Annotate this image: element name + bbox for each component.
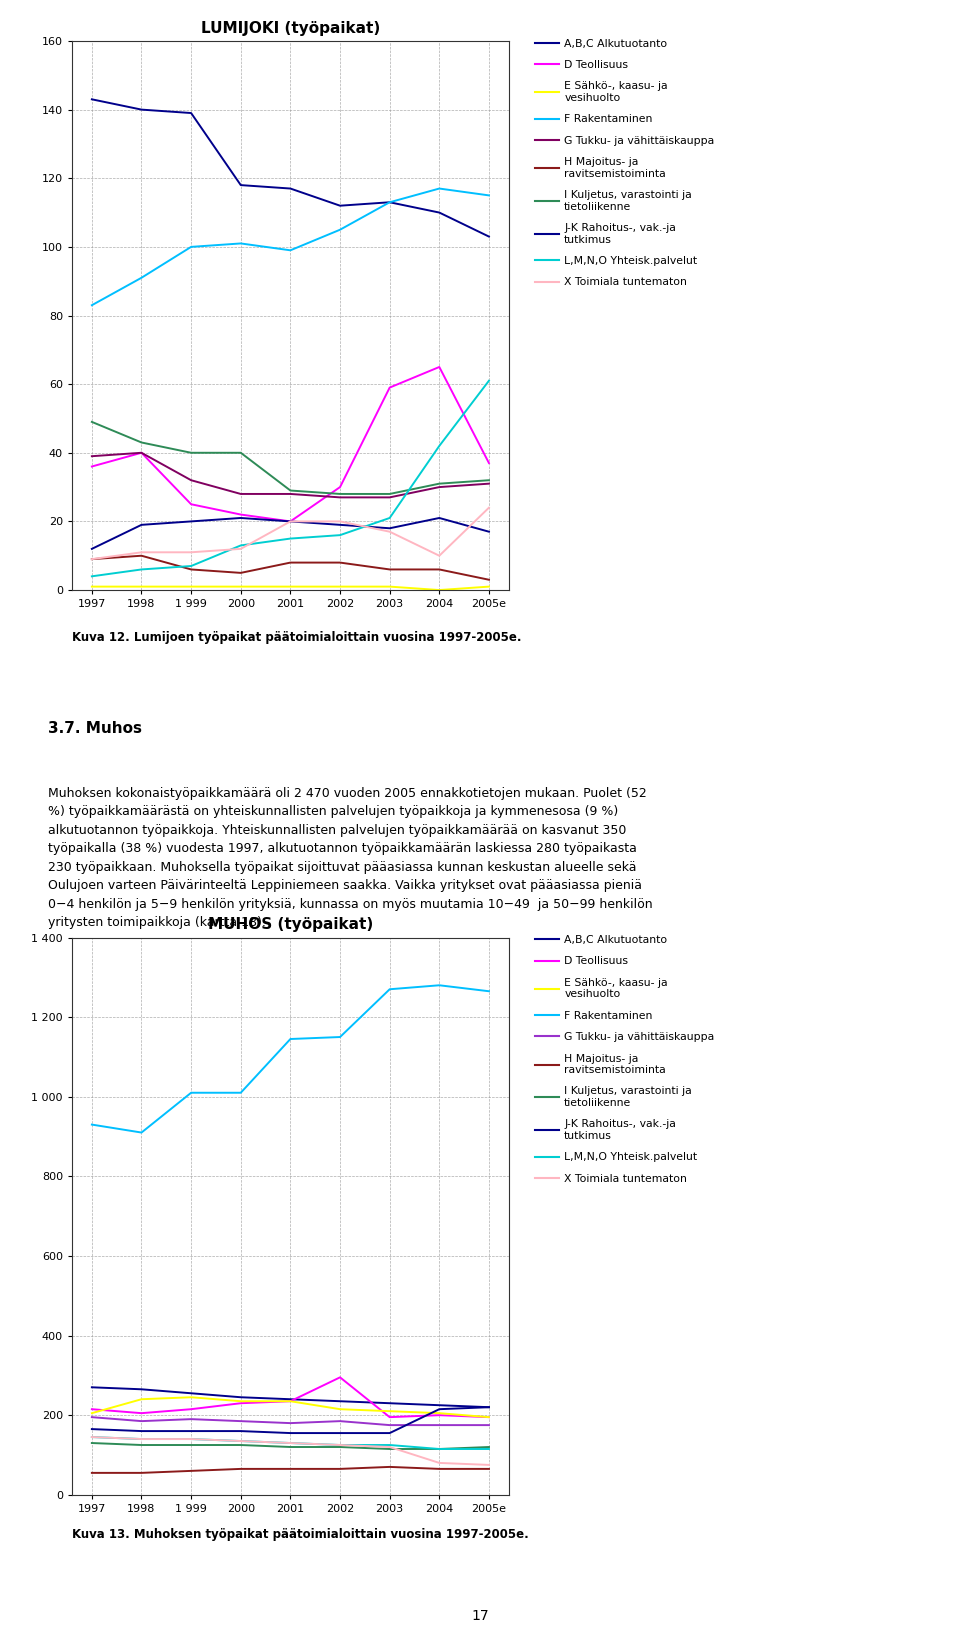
Text: 3.7. Muhos: 3.7. Muhos [48, 721, 142, 736]
Title: LUMIJOKI (työpaikat): LUMIJOKI (työpaikat) [201, 21, 380, 36]
Title: MUHOS (työpaikat): MUHOS (työpaikat) [207, 918, 373, 933]
Text: Kuva 13. Muhoksen työpaikat päätoimialoittain vuosina 1997-2005e.: Kuva 13. Muhoksen työpaikat päätoimialoi… [72, 1528, 529, 1541]
Text: Kuva 12. Lumijoen työpaikat päätoimialoittain vuosina 1997-2005e.: Kuva 12. Lumijoen työpaikat päätoimialoi… [72, 631, 521, 644]
Legend: A,B,C Alkutuotanto, D Teollisuus, E Sähkö-, kaasu- ja
vesihuolto, F Rakentaminen: A,B,C Alkutuotanto, D Teollisuus, E Sähk… [532, 933, 718, 1187]
Legend: A,B,C Alkutuotanto, D Teollisuus, E Sähkö-, kaasu- ja
vesihuolto, F Rakentaminen: A,B,C Alkutuotanto, D Teollisuus, E Sähk… [532, 36, 718, 290]
Text: 17: 17 [471, 1608, 489, 1623]
Text: Muhoksen kokonaistyöpaikkamäärä oli 2 470 vuoden 2005 ennakkotietojen mukaan. Pu: Muhoksen kokonaistyöpaikkamäärä oli 2 47… [48, 787, 653, 929]
